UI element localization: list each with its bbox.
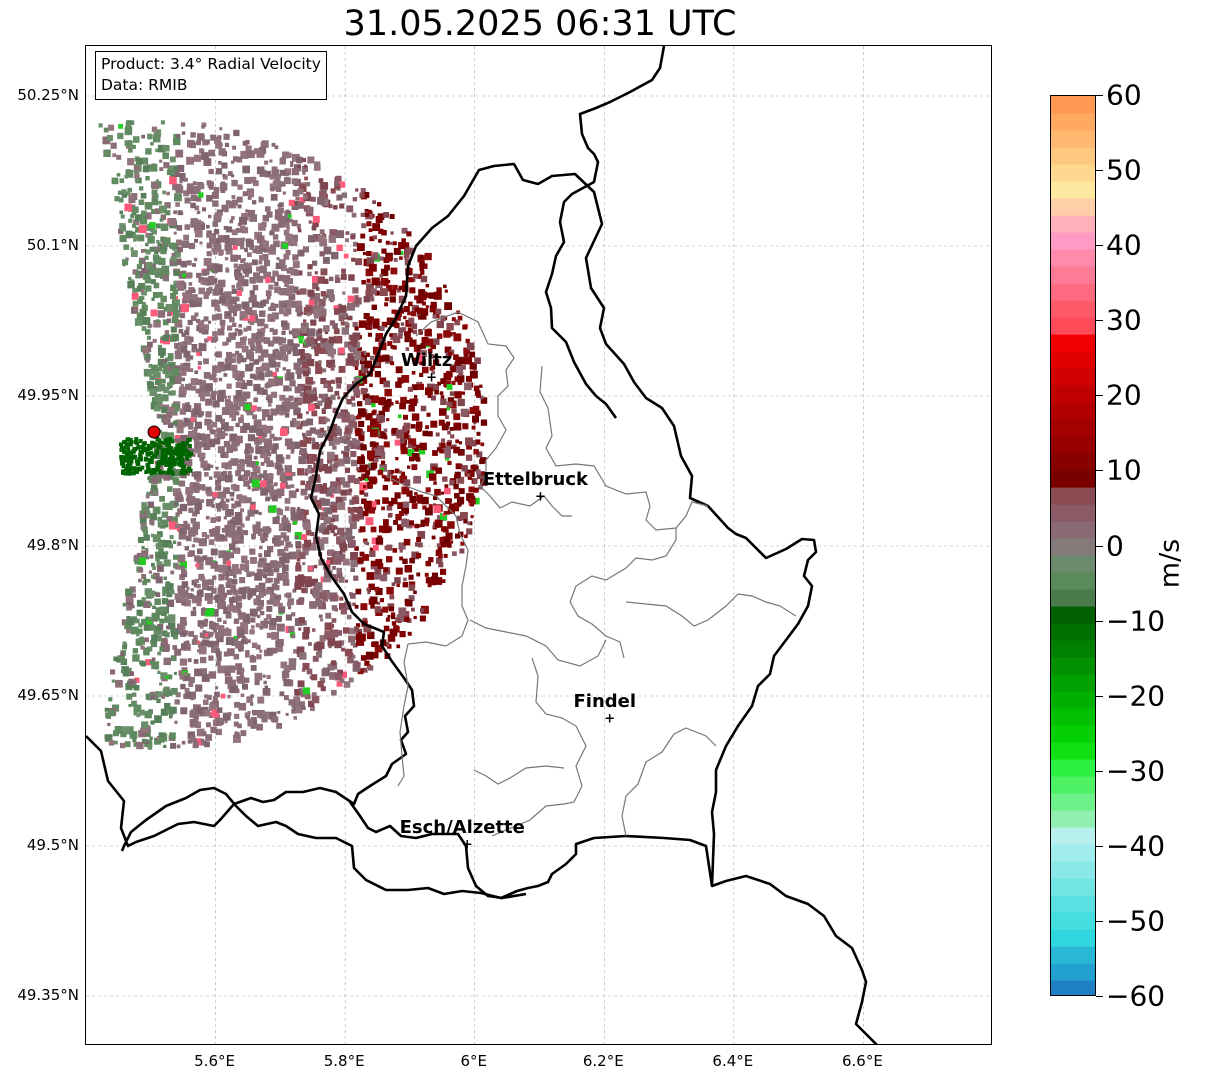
city-label: Esch/Alzette xyxy=(399,817,525,838)
map-gridlines xyxy=(86,46,991,1044)
colorbar-tick-mark xyxy=(1096,920,1103,922)
map-title: 31.05.2025 06:31 UTC xyxy=(343,4,737,44)
colorbar-tick-mark xyxy=(1096,170,1103,172)
lon-tick-label: 5.6°E xyxy=(194,1052,235,1070)
colorbar-tick-label: 20 xyxy=(1106,378,1142,412)
lat-tick-label: 49.5°N xyxy=(26,836,79,854)
colorbar-tick-label: 40 xyxy=(1106,228,1142,262)
city-marker: + xyxy=(534,489,546,505)
colorbar-tick-mark xyxy=(1096,996,1103,997)
city-marker: + xyxy=(461,837,473,853)
lon-tick-label: 6°E xyxy=(460,1052,487,1070)
colorbar-tick-mark xyxy=(1096,620,1103,622)
city-marker: + xyxy=(426,370,438,386)
map-panel[interactable] xyxy=(85,45,992,1045)
lon-tick-label: 5.8°E xyxy=(323,1052,365,1070)
lat-tick-label: 49.95°N xyxy=(17,386,79,404)
radar-echo-field xyxy=(98,120,488,750)
radar-site-marker xyxy=(147,425,161,439)
lat-tick-label: 50.25°N xyxy=(17,86,79,104)
lat-tick-label: 49.65°N xyxy=(17,686,79,704)
city-label: Ettelbruck xyxy=(482,469,588,490)
colorbar-tick-mark xyxy=(1096,770,1103,772)
product-label: Product: 3.4° Radial Velocity xyxy=(101,55,321,73)
colorbar-tick-label: −30 xyxy=(1106,754,1166,788)
lon-tick-label: 6.4°E xyxy=(712,1052,754,1070)
colorbar-tick-label: −10 xyxy=(1106,604,1166,638)
colorbar-tick-label: 50 xyxy=(1106,153,1142,187)
colorbar-tick-label: −50 xyxy=(1106,904,1166,938)
colorbar-tick-mark xyxy=(1096,245,1103,247)
lat-tick-label: 49.8°N xyxy=(26,536,79,554)
colorbar-tick-mark xyxy=(1096,845,1103,847)
colorbar-tick-mark xyxy=(1096,470,1103,472)
lon-tick-label: 6.6°E xyxy=(842,1052,883,1070)
country-border xyxy=(86,162,818,900)
colorbar-tick-label: 30 xyxy=(1106,303,1142,337)
city-label: Findel xyxy=(573,691,637,712)
colorbar-tick-label: −40 xyxy=(1106,829,1166,863)
colorbar-tick-mark xyxy=(1096,95,1103,96)
colorbar-tick-mark xyxy=(1096,695,1103,697)
product-info-box: Product: 3.4° Radial Velocity Data: RMIB xyxy=(95,51,327,100)
colorbar-unit-label: m/s xyxy=(1154,538,1186,589)
country-border-south xyxy=(711,874,878,1044)
colorbar-tick-label: −20 xyxy=(1106,679,1166,713)
lat-tick-label: 49.35°N xyxy=(17,986,79,1004)
data-source-label: Data: RMIB xyxy=(101,76,188,94)
colorbar-tick-label: 0 xyxy=(1106,529,1124,562)
city-marker: + xyxy=(604,711,616,727)
colorbar-gradient xyxy=(1051,96,1095,995)
lat-tick-label: 50.1°N xyxy=(26,236,79,254)
country-border-north xyxy=(544,46,666,419)
colorbar-tick-label: 60 xyxy=(1106,78,1142,112)
lon-tick-label: 6.2°E xyxy=(582,1052,624,1070)
city-label: Wiltz xyxy=(400,350,453,371)
colorbar-tick-label: −60 xyxy=(1106,979,1166,1013)
canton-boundaries xyxy=(385,311,797,837)
colorbar-tick-label: 10 xyxy=(1106,453,1142,487)
colorbar-tick-mark xyxy=(1096,320,1103,322)
colorbar-tick-mark xyxy=(1096,395,1103,397)
country-border-southwest xyxy=(348,801,527,900)
map-canvas[interactable] xyxy=(86,46,992,1045)
colorbar-tick-mark xyxy=(1096,545,1103,547)
velocity-colorbar xyxy=(1050,95,1096,996)
